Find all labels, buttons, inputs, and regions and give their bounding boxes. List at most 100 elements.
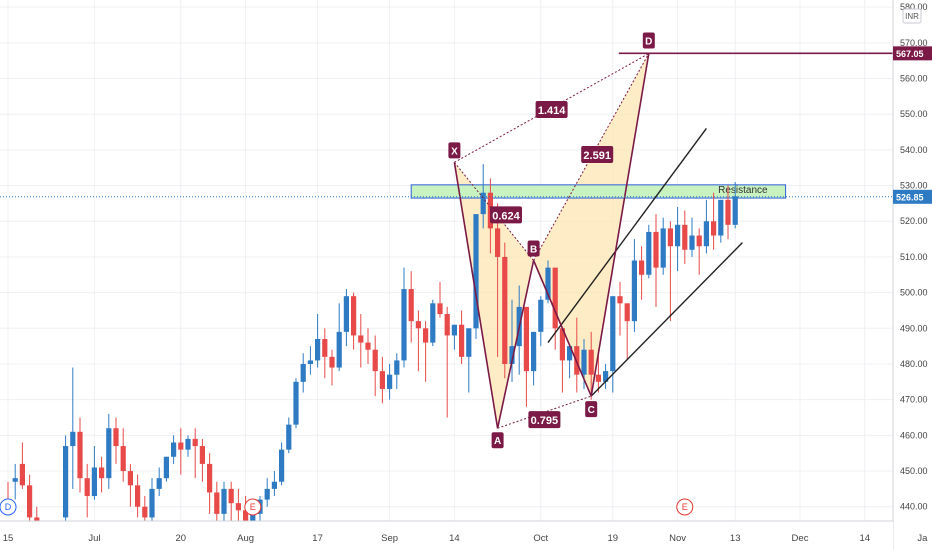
candle-body <box>264 488 270 500</box>
candle-body <box>214 492 220 514</box>
candle-body <box>559 328 565 361</box>
candle-body <box>495 228 501 257</box>
y-tick-label: 550.00 <box>900 109 928 119</box>
candle-body <box>372 349 378 372</box>
pattern-triangle-bcd <box>533 53 649 397</box>
current-price-tag: 526.85 <box>896 192 924 202</box>
candle-body <box>689 235 695 250</box>
y-tick-label: 450.00 <box>900 466 928 476</box>
grid-lines <box>0 0 923 521</box>
candle-body <box>185 438 191 450</box>
event-marker[interactable] <box>244 498 262 516</box>
pattern-diag-xb[interactable] <box>454 162 534 261</box>
event-marker[interactable] <box>0 498 17 516</box>
pattern-leg-bc[interactable] <box>532 260 592 397</box>
x-tick-label: 14 <box>860 533 871 544</box>
candle-body <box>243 510 249 521</box>
x-tick-label: 15 <box>3 533 14 544</box>
resistance-rect[interactable] <box>410 184 787 199</box>
level-price-tag: 567.05 <box>896 49 924 59</box>
pattern-leg-xa[interactable] <box>453 162 499 429</box>
candle-body <box>473 214 479 329</box>
event-marker[interactable] <box>676 498 694 516</box>
point-label-box <box>491 432 504 449</box>
point-label-c: C <box>588 405 595 416</box>
candle-body <box>120 446 126 472</box>
point-label-box <box>448 142 461 159</box>
candle-body <box>70 431 76 447</box>
y-tick-label: 540.00 <box>900 145 928 155</box>
candlestick-series <box>5 164 738 550</box>
candle-body <box>27 485 33 518</box>
candle-body <box>711 221 717 236</box>
candle-body <box>595 374 601 382</box>
candle-body <box>113 428 119 447</box>
candle-body <box>509 346 515 364</box>
candle-body <box>235 503 241 511</box>
resistance-zone[interactable]: Resistance <box>410 184 787 199</box>
candle-body <box>667 228 673 247</box>
candle-body <box>207 463 213 493</box>
candle-body <box>466 328 472 357</box>
harmonic-pattern-lines[interactable] <box>453 53 650 429</box>
pattern-diag-xd[interactable] <box>454 53 650 163</box>
x-tick-label: 20 <box>176 533 187 544</box>
y-tick-label: 570.00 <box>900 38 928 48</box>
event-marker-label: D <box>5 502 12 512</box>
candle-body <box>430 303 436 343</box>
candle-body <box>718 199 724 236</box>
point-label-b: B <box>530 245 537 256</box>
channel-lower-line[interactable] <box>590 242 743 397</box>
candle-body <box>639 260 645 275</box>
candle-body <box>682 224 688 250</box>
y-tick-label: 510.00 <box>900 252 928 262</box>
candle-body <box>307 360 313 364</box>
pattern-labels: X A B C D 0.624 0.795 1.414 2.591 <box>448 32 655 449</box>
candle-body <box>221 488 227 514</box>
y-tick-label: 490.00 <box>900 323 928 333</box>
candle-body <box>279 449 285 482</box>
candle-body <box>12 478 18 482</box>
candle-body <box>646 231 652 275</box>
pattern-diag-bd[interactable] <box>533 53 650 261</box>
candle-body <box>379 371 385 389</box>
pattern-leg-ab[interactable] <box>496 260 535 429</box>
ratio-box <box>535 100 568 118</box>
candle-body <box>660 228 666 268</box>
y-tick-label: 480.00 <box>900 359 928 369</box>
candle-body <box>394 360 400 375</box>
candle-body <box>99 467 105 479</box>
candle-body <box>703 221 709 247</box>
candle-body <box>675 224 681 247</box>
candle-body <box>725 199 731 225</box>
candle-body <box>696 235 702 247</box>
channel-upper-line[interactable] <box>547 128 707 343</box>
pattern-leg-cd[interactable] <box>590 53 650 397</box>
ratio-box <box>490 206 522 224</box>
x-tick-label: Jul <box>88 533 100 544</box>
candle-body <box>408 289 414 322</box>
candle-body <box>142 506 148 518</box>
current-price-tag-box <box>893 189 932 204</box>
candle-body <box>588 349 594 375</box>
candle-body <box>365 342 371 350</box>
y-tick-label: 440.00 <box>900 502 928 512</box>
horizontal-level[interactable] <box>0 52 893 198</box>
candle-body <box>178 442 184 450</box>
pattern-triangle-xab <box>454 162 534 429</box>
channel-lines[interactable] <box>547 128 743 397</box>
candle-body <box>732 196 738 225</box>
candle-body <box>567 346 573 361</box>
candle-body <box>63 446 69 518</box>
candle-body <box>171 442 177 457</box>
x-tick-label: 13 <box>730 533 741 544</box>
event-marker-label: E <box>682 502 688 512</box>
candle-body <box>610 296 616 372</box>
candle-body <box>437 303 443 315</box>
candle-body <box>523 306 529 372</box>
ratio-label: 0.795 <box>531 415 559 427</box>
candle-body <box>286 424 292 450</box>
